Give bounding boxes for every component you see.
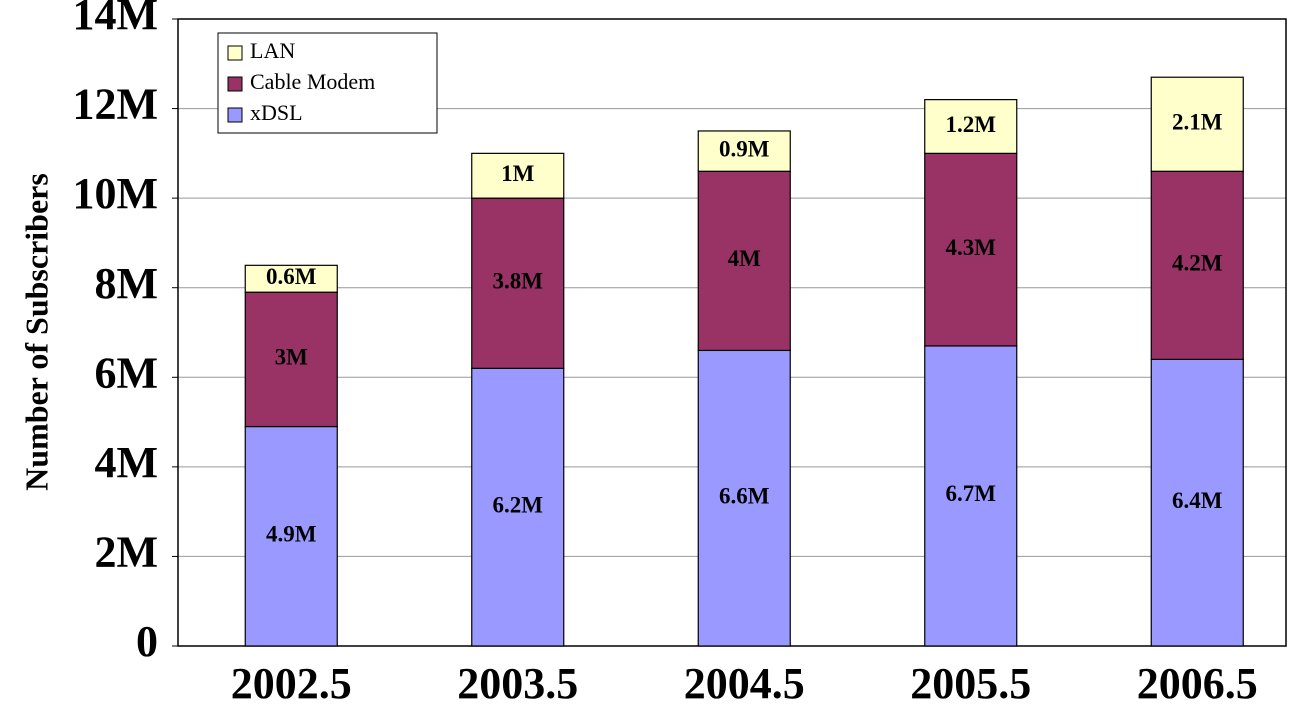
bar-segment	[244, 425, 338, 647]
data-label: 2.1M	[1172, 110, 1223, 135]
data-label: 3.8M	[493, 269, 544, 294]
data-label: 4M	[728, 246, 762, 271]
y-tick-label: 4M	[94, 438, 158, 487]
y-tick-label: 6M	[94, 348, 158, 397]
y-tick-label: 8M	[94, 259, 158, 308]
bar-segment	[471, 152, 565, 199]
data-label: 1.2M	[946, 112, 997, 137]
data-label: 6.7M	[946, 481, 997, 506]
bar-segment	[697, 170, 791, 352]
bar-segment	[244, 291, 338, 428]
y-tick-label: 0	[136, 617, 158, 666]
legend-swatch	[227, 107, 243, 123]
x-tick-label: 2006.5	[1137, 659, 1258, 707]
y-tick-label: 10M	[72, 169, 158, 218]
bar-segment	[244, 264, 338, 293]
bar-segment	[697, 349, 791, 647]
data-label: 4.2M	[1172, 251, 1223, 276]
legend-box	[217, 32, 438, 134]
legend-label: Cable Modem	[250, 69, 375, 94]
bar-segment	[697, 130, 791, 172]
bar-segment	[1150, 76, 1244, 172]
bar-segment	[471, 367, 565, 647]
data-label: 6.4M	[1172, 488, 1223, 513]
data-label: 3M	[275, 345, 309, 370]
x-tick-label: 2003.5	[457, 659, 578, 707]
data-label: 1M	[501, 161, 535, 186]
bar-segment	[924, 152, 1018, 347]
x-tick-label: 2004.5	[684, 659, 805, 707]
y-tick-label: 14M	[72, 0, 158, 39]
data-label: 0.6M	[266, 264, 317, 289]
bar-segment	[1150, 170, 1244, 360]
legend-label: xDSL	[250, 100, 303, 125]
data-label: 4.3M	[946, 235, 997, 260]
data-label: 0.9M	[719, 136, 770, 161]
legend-label: LAN	[250, 38, 295, 63]
bar-segment	[924, 345, 1018, 647]
x-tick-label: 2005.5	[910, 659, 1031, 707]
y-tick-label: 2M	[94, 528, 158, 577]
x-tick-label: 2002.5	[231, 659, 352, 707]
bar-segment	[924, 99, 1018, 154]
legend-swatch	[227, 76, 243, 92]
data-label: 4.9M	[266, 522, 317, 547]
y-axis-label: Number of Subscribers	[18, 173, 54, 491]
data-label: 6.6M	[719, 483, 770, 508]
y-tick-label: 12M	[72, 80, 158, 129]
legend-swatch	[227, 45, 243, 61]
data-label: 6.2M	[493, 492, 544, 517]
